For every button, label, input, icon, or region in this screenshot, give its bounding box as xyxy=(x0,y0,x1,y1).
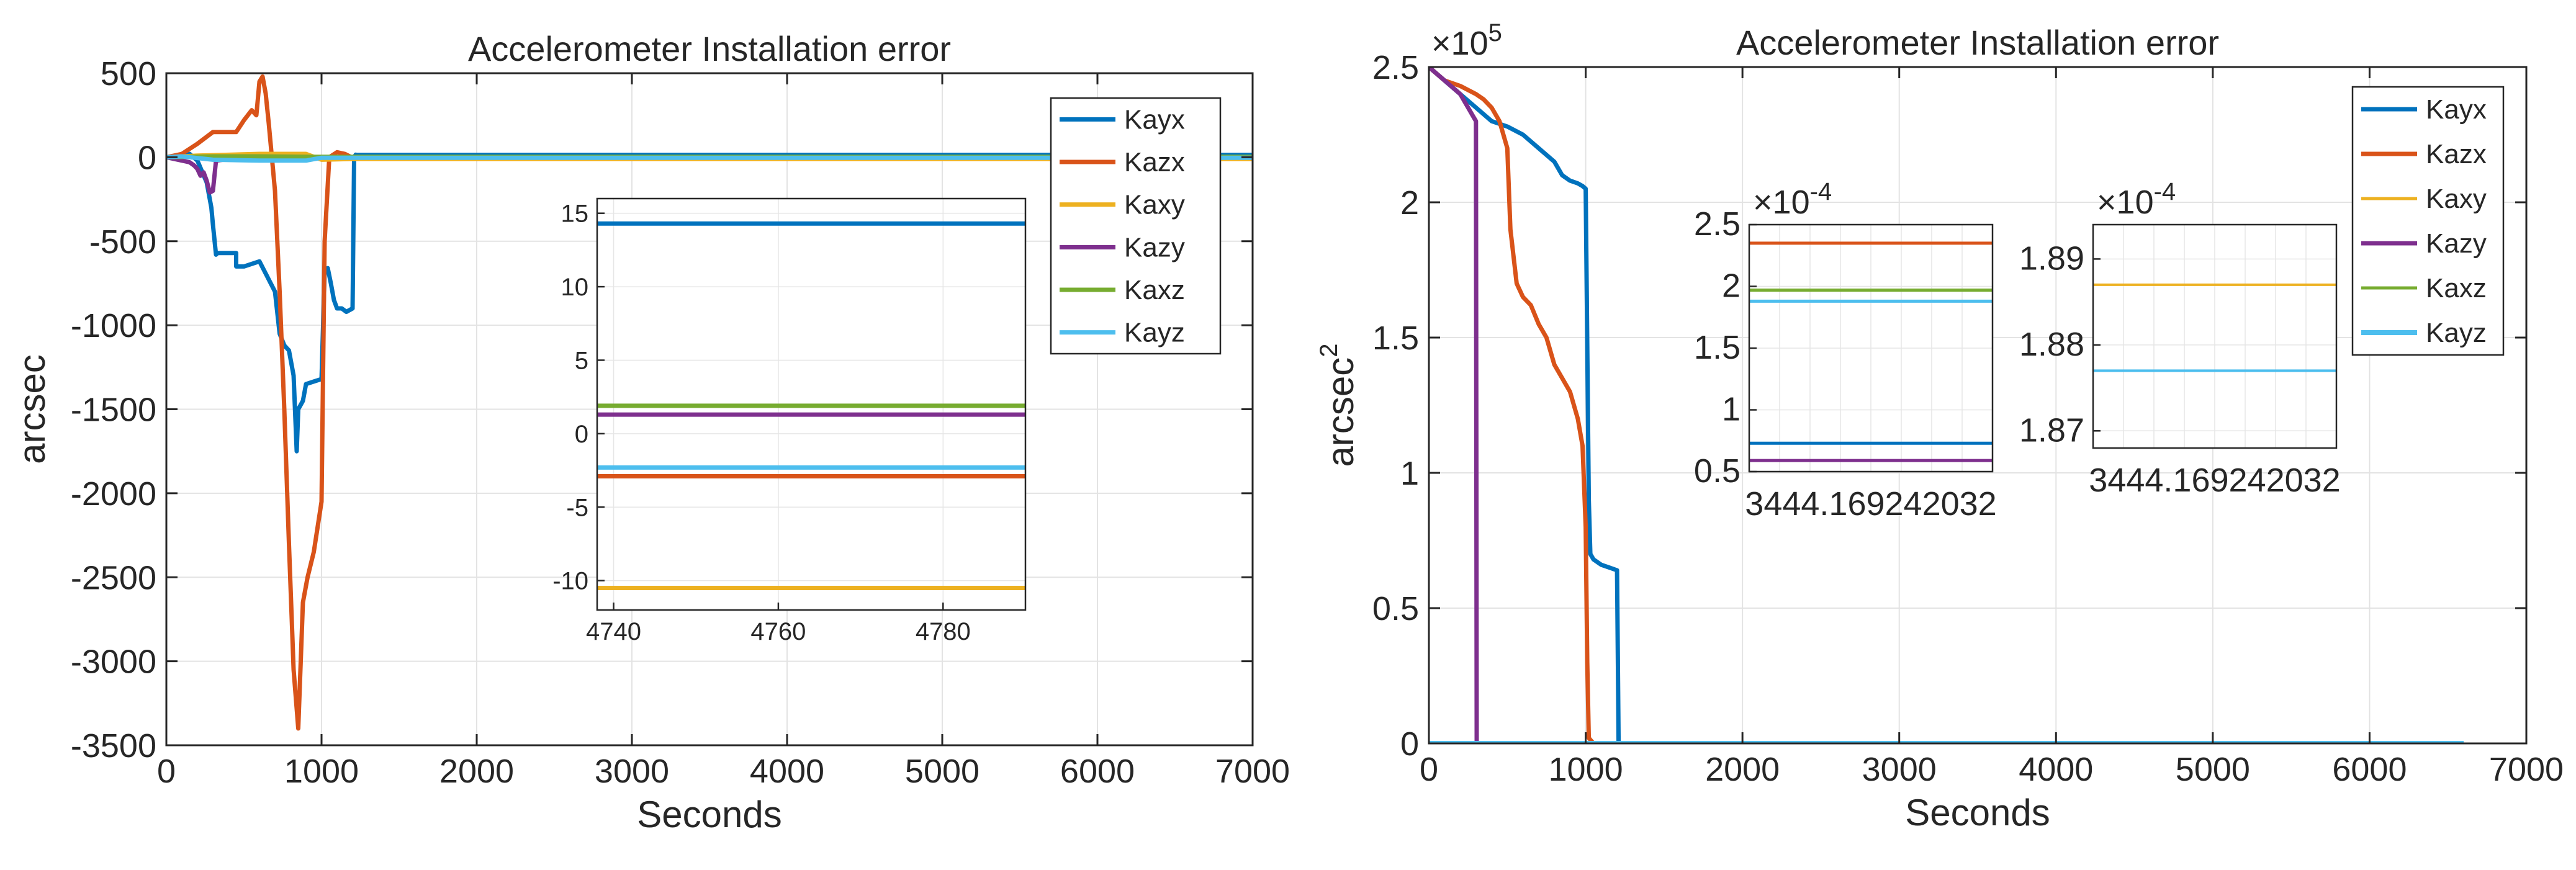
y-axis-label: arcsec xyxy=(11,354,53,464)
y-tick-label: -2500 xyxy=(71,559,156,596)
x-tick-label: 0 xyxy=(157,753,176,790)
x-tick-label: 2000 xyxy=(439,753,514,790)
inset-left-multiplier-exponent: -4 xyxy=(1810,178,1832,205)
y-axis-label: arcsec2 xyxy=(1315,344,1361,467)
series-line-kayx xyxy=(1429,67,2464,743)
inset-right-y-tick-label: 1.89 xyxy=(2019,240,2084,277)
y-multiplier-exponent: 5 xyxy=(1488,19,1502,47)
x-tick-label: 7000 xyxy=(1215,753,1290,790)
y-tick-label: 2.5 xyxy=(1372,49,1419,86)
chart-1: 0 1000 2000 3000 4000 5000 6000 7000-3500-3000-… xyxy=(11,29,1290,835)
inset-left-y-tick-label: 1 xyxy=(1722,391,1741,428)
legend-label-kazy: Kazy xyxy=(2426,228,2487,259)
axes-box xyxy=(1428,66,2528,745)
y-tick-label: -3500 xyxy=(71,727,156,765)
inset-y-tick-label: 5 xyxy=(575,347,588,374)
inset-right-x-tick-label: 3444.169242032 xyxy=(2089,462,2340,499)
inset-left-multiplier-base: ×10 xyxy=(1753,184,1810,221)
inset-right-multiplier-base: ×10 xyxy=(2097,184,2154,221)
x-tick-label: 3000 xyxy=(1862,751,1937,788)
y-tick-label: 1.5 xyxy=(1372,320,1419,357)
inset-left-y-tick-label: 1.5 xyxy=(1694,329,1741,366)
y-axis-label-superscript: 2 xyxy=(1315,344,1343,357)
y-tick-label: 500 xyxy=(101,55,156,92)
x-tick-label: 5000 xyxy=(905,753,980,790)
y-tick-label: 0 xyxy=(138,139,156,176)
x-tick-label: 3000 xyxy=(595,753,669,790)
y-tick-label: 0.5 xyxy=(1372,590,1419,627)
inset-right-axes-box xyxy=(2092,223,2338,449)
inset-y-tick-label: -5 xyxy=(566,494,588,521)
legend-label-kayz: Kayz xyxy=(1124,318,1185,348)
legend-label-kayz: Kayz xyxy=(2426,318,2487,348)
inset-left-multiplier: ×10-4 xyxy=(1753,178,1832,221)
inset-left-y-tick-label: 0.5 xyxy=(1694,452,1741,490)
chart-title: Accelerometer Installation error xyxy=(1736,23,2219,62)
inset-x-tick-label: 4740 xyxy=(586,618,641,645)
legend-label-kaxz: Kaxz xyxy=(2426,273,2487,303)
inset-y-tick-label: 0 xyxy=(575,421,588,448)
inset-right-y-tick-label: 1.87 xyxy=(2019,411,2084,449)
legend-label-kaxz: Kaxz xyxy=(1124,275,1185,305)
x-tick-label: 7000 xyxy=(2489,751,2564,788)
inset-axes-box xyxy=(596,197,1027,611)
inset-left-y-tick-label: 2 xyxy=(1722,267,1741,305)
legend-box xyxy=(1050,97,1222,355)
legend-label-kazx: Kazx xyxy=(2426,139,2487,169)
y-multiplier: ×105 xyxy=(1431,19,1502,62)
x-tick-label: 1000 xyxy=(1549,751,1623,788)
y-tick-label: -1000 xyxy=(71,307,156,344)
inset-left-y-tick-label: 2.5 xyxy=(1694,205,1741,243)
y-multiplier-base: ×10 xyxy=(1431,25,1488,62)
legend-label-kayx: Kayx xyxy=(1124,104,1185,135)
x-tick-label: 4000 xyxy=(750,753,824,790)
y-tick-label: -500 xyxy=(89,223,156,261)
legend-label-kazx: Kazx xyxy=(1124,147,1185,177)
inset-y-tick-label: -10 xyxy=(552,568,588,595)
inset-zoom: 4740 4760 4780 -10 -5 0 5 10 15 xyxy=(552,197,1027,645)
x-tick-label: 1000 xyxy=(284,753,359,790)
inset-right-multiplier-exponent: -4 xyxy=(2154,178,2176,205)
x-tick-label: 4000 xyxy=(2019,751,2093,788)
series-line-kayz xyxy=(166,154,1253,163)
y-tick-label: 2 xyxy=(1400,184,1419,222)
y-tick-label: -1500 xyxy=(71,392,156,429)
y-tick-label: -2000 xyxy=(71,475,156,513)
y-tick-label: 1 xyxy=(1400,455,1419,492)
x-axis-label: Seconds xyxy=(1905,792,2050,833)
x-tick-label: 6000 xyxy=(2332,751,2407,788)
chart-2: 0 1000 2000 3000 4000 5000 6000 7000 0 0.5 1 1.5 2 2.… xyxy=(1315,19,2564,833)
inset-right: 1.87 1.88 1.89 3444.169242032 ×10-4 xyxy=(2019,178,2341,499)
y-axis-label-text: arcsec xyxy=(1320,357,1361,467)
inset-left: 0.5 1 1.5 2 2.5 3444.169242032 ×10-4 xyxy=(1694,178,1997,522)
inset-y-tick-label: 15 xyxy=(561,200,589,228)
y-tick-label: -3000 xyxy=(71,644,156,681)
series-line-kazy xyxy=(1429,67,2464,743)
inset-left-x-tick-label: 3444.169242032 xyxy=(1745,485,1996,522)
y-tick-label: 0 xyxy=(1400,725,1419,763)
inset-right-multiplier: ×10-4 xyxy=(2097,178,2176,221)
inset-x-tick-label: 4760 xyxy=(750,618,806,645)
series-line-kazx xyxy=(1429,67,2464,743)
inset-x-tick-label: 4780 xyxy=(916,618,971,645)
legend-label-kaxy: Kaxy xyxy=(2426,184,2487,214)
x-tick-label: 2000 xyxy=(1705,751,1780,788)
legend-label-kayx: Kayx xyxy=(2426,94,2487,125)
inset-y-tick-label: 10 xyxy=(561,274,589,301)
x-tick-label: 0 xyxy=(1420,751,1438,788)
inset-right-y-tick-label: 1.88 xyxy=(2019,326,2084,363)
legend-label-kaxy: Kaxy xyxy=(1124,190,1185,220)
chart-title: Accelerometer Installation error xyxy=(468,29,951,68)
legend-box xyxy=(2351,86,2505,356)
x-tick-label: 6000 xyxy=(1060,753,1135,790)
x-axis-label: Seconds xyxy=(637,794,782,835)
x-tick-label: 5000 xyxy=(2176,751,2250,788)
legend-label-kazy: Kazy xyxy=(1124,232,1185,262)
